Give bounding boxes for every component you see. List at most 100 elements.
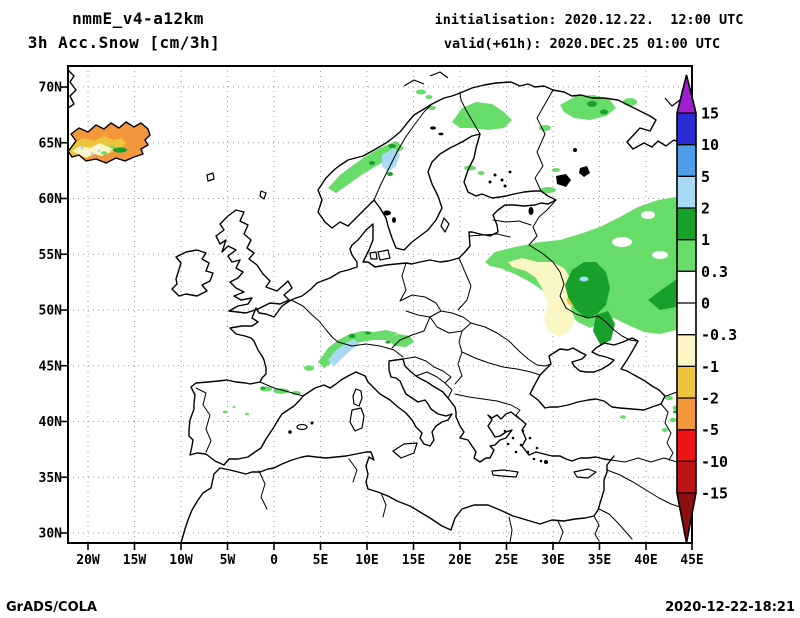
colorbar-segment bbox=[677, 398, 696, 430]
colorbar-label: -15 bbox=[701, 485, 728, 503]
snow-patch bbox=[428, 106, 436, 110]
lat-label: 55N bbox=[39, 248, 63, 263]
coastline-greenland-edge bbox=[67, 69, 77, 109]
coastline-norway-kola bbox=[317, 81, 693, 223]
border-north-africa bbox=[258, 458, 564, 544]
border-finland-russia bbox=[534, 89, 554, 192]
colorbar: 15 10 5 2 1 0.3 0 -0.3 -1 -2 -5 -10 -15 bbox=[676, 74, 737, 544]
lon-label: 30E bbox=[541, 553, 564, 568]
snow-patch bbox=[291, 391, 301, 395]
snow-patch-dark bbox=[385, 340, 391, 344]
valid-time-label: valid(+61h): 2020.DEC.25 01:00 UTC bbox=[444, 36, 720, 52]
lon-label: 0 bbox=[270, 553, 278, 568]
coastline-crete bbox=[491, 469, 519, 478]
snow-patch-dark bbox=[365, 331, 371, 335]
lat-label: 35N bbox=[39, 471, 63, 486]
snow-patch bbox=[620, 415, 626, 419]
snow-patch-dark bbox=[113, 147, 127, 153]
lon-label: 35E bbox=[588, 553, 611, 568]
snow-patch-blue bbox=[97, 149, 101, 153]
axis-labels: 20W 15W 10W 5W 0 5E 10E 15E 20E 25E 30E 35E 40E 45E 70… bbox=[39, 81, 704, 569]
colorbar-segment bbox=[677, 461, 696, 493]
snow-patch-ukraine-cream bbox=[508, 258, 575, 337]
coastline-ireland bbox=[171, 249, 214, 297]
lat-label: 45N bbox=[39, 359, 63, 374]
coastline-zealand bbox=[377, 249, 391, 261]
colorbar-segment bbox=[677, 113, 696, 145]
snow-patch-hole bbox=[641, 211, 655, 219]
island-dot bbox=[288, 430, 292, 434]
snow-patch-blue bbox=[80, 146, 84, 150]
snow-patch bbox=[477, 171, 485, 175]
colorbar-label: 5 bbox=[701, 168, 710, 186]
colorbar-segment bbox=[677, 366, 696, 398]
colorbar-label: 0.3 bbox=[701, 263, 728, 281]
coastline-mallorca bbox=[296, 423, 308, 431]
border-france-east bbox=[290, 299, 339, 343]
snow-patch-alps bbox=[318, 330, 398, 368]
snow-patch bbox=[552, 168, 560, 172]
snow-patch-dark bbox=[600, 109, 608, 115]
border-balkans bbox=[402, 322, 552, 420]
product-title: 3h Acc.Snow [cm/3h] bbox=[28, 33, 221, 52]
snow-patch-hole bbox=[94, 145, 100, 149]
snow-patch-hole bbox=[82, 150, 88, 154]
snow-patch bbox=[540, 187, 556, 193]
colorbar-segment bbox=[677, 144, 696, 177]
colorbar-segment bbox=[677, 271, 696, 303]
snow-patch bbox=[232, 406, 236, 408]
border-norway-sweden bbox=[373, 103, 433, 201]
snow-patch bbox=[304, 365, 314, 371]
colorbar-label: -5 bbox=[701, 421, 719, 439]
snow-patch bbox=[416, 89, 426, 95]
lon-label: 15W bbox=[123, 553, 147, 568]
init-time-label: initialisation: 2020.12.22. 12:00 UTC bbox=[435, 12, 744, 28]
snow-patch bbox=[623, 98, 637, 106]
colorbar-segment bbox=[677, 303, 696, 335]
coastlines bbox=[67, 69, 693, 544]
lat-label: 70N bbox=[39, 81, 63, 96]
snow-patch-blue bbox=[579, 276, 589, 282]
lat-label: 30N bbox=[39, 527, 63, 542]
snow-patch-dark bbox=[673, 410, 677, 414]
snow-patch bbox=[464, 165, 476, 171]
snow-patch-dark bbox=[260, 386, 266, 390]
coastline-corsica bbox=[352, 388, 363, 407]
colorbar-label: 2 bbox=[701, 200, 710, 218]
colorbar-segment bbox=[677, 176, 696, 208]
snow-patch bbox=[539, 125, 551, 131]
country-borders bbox=[195, 89, 693, 544]
colorbar-segment bbox=[677, 239, 696, 272]
coastline-iceland bbox=[67, 121, 151, 164]
coastline-baltic-atlantic-mediterranean bbox=[180, 133, 615, 544]
lakes bbox=[383, 126, 590, 223]
colorbar-arrow-top bbox=[677, 75, 696, 113]
lat-label: 40N bbox=[39, 415, 63, 430]
snow-patch bbox=[665, 395, 673, 401]
coastline-cyprus bbox=[573, 468, 597, 479]
lat-label: 60N bbox=[39, 192, 63, 207]
snow-patch-hole bbox=[612, 237, 632, 247]
lon-label: 20W bbox=[76, 553, 100, 568]
snow-patch bbox=[222, 410, 228, 414]
snow-patch bbox=[669, 417, 677, 423]
lon-label: 5W bbox=[220, 553, 236, 568]
lat-label: 65N bbox=[39, 136, 63, 151]
snow-patch-dark bbox=[565, 262, 610, 318]
border-portugal-spain bbox=[195, 387, 212, 453]
coastline-funen bbox=[369, 251, 378, 260]
colorbar-label: -1 bbox=[701, 358, 719, 376]
border-middle-east bbox=[593, 457, 693, 542]
lon-label: 10W bbox=[169, 553, 193, 568]
island-dot bbox=[310, 421, 314, 425]
coastline-faroe bbox=[206, 172, 215, 182]
colorbar-label: -0.3 bbox=[701, 326, 737, 344]
lon-label: 25E bbox=[495, 553, 518, 568]
snow-patch-dark bbox=[348, 334, 356, 338]
coastline-gotland bbox=[440, 217, 450, 233]
colorbar-segment bbox=[677, 429, 696, 462]
grads-credit: GrADS/COLA bbox=[6, 600, 97, 615]
snow-patch bbox=[273, 388, 289, 394]
border-russia-ukraine bbox=[528, 244, 637, 342]
